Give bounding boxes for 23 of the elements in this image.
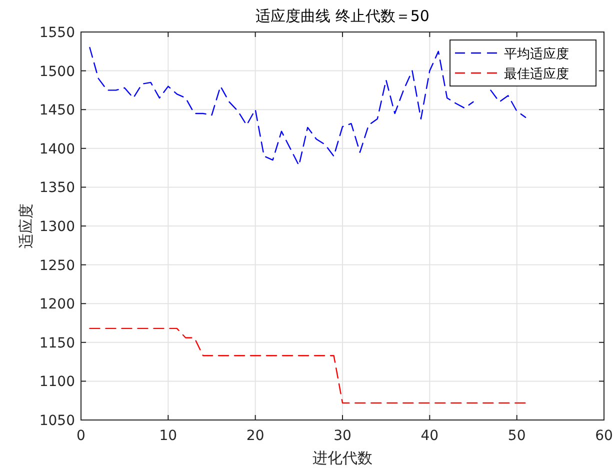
y-axis-title: 适应度: [17, 204, 35, 248]
legend-label: 平均适应度: [504, 46, 569, 62]
x-tick-label: 30: [334, 428, 352, 444]
y-tick-label: 1250: [39, 258, 75, 274]
x-tick-label: 0: [76, 428, 86, 444]
y-tick-label: 1450: [39, 102, 75, 119]
legend-label: 最佳适应度: [504, 66, 569, 82]
x-tick-label: 10: [159, 428, 178, 444]
x-tick-label: 20: [246, 428, 264, 444]
x-tick-label: 60: [595, 428, 613, 444]
y-tick-label: 1100: [39, 374, 75, 390]
y-tick-label: 1550: [39, 25, 75, 41]
chart-title: 适应度曲线 终止代数＝50: [256, 7, 430, 25]
x-tick-label: 50: [508, 428, 526, 444]
x-axis-title: 进化代数: [312, 449, 372, 467]
y-tick-label: 1400: [39, 141, 75, 158]
y-tick-label: 1200: [39, 296, 75, 313]
y-tick-label: 1150: [39, 335, 75, 352]
y-tick-label: 1300: [39, 219, 75, 235]
x-tick-label: 40: [420, 428, 439, 444]
y-tick-label: 1500: [39, 64, 75, 80]
y-tick-label: 1350: [39, 180, 75, 196]
y-tick-label: 1050: [39, 413, 75, 429]
